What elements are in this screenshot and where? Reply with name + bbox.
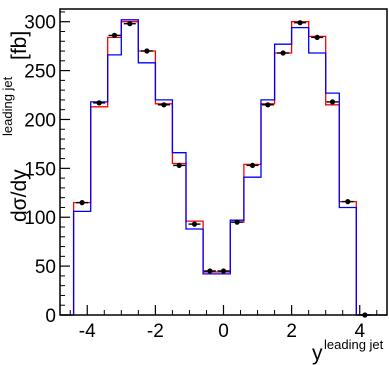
data-point [280, 50, 286, 56]
x-tick-label: 2 [286, 321, 297, 342]
y-tick-label: 100 [24, 208, 56, 229]
data-point [176, 162, 182, 168]
y-tick-label: 150 [24, 159, 56, 180]
axis-ticks [60, 11, 378, 316]
data-point [79, 200, 85, 206]
x-tick-label: -4 [79, 321, 96, 342]
tick-labels: -4 -2 0 2 4 0 50 100 150 200 250 300 [24, 13, 365, 342]
y-tick-label: 200 [24, 110, 56, 131]
data-point [96, 100, 102, 106]
data-point [191, 221, 198, 227]
data-point [297, 20, 303, 26]
y-axis-label-group: dσ/dy leading jet [fb] [0, 31, 31, 222]
data-point [249, 162, 256, 168]
data-point [314, 34, 320, 41]
x-tick-label: 0 [218, 321, 229, 342]
x-axis-label-superscript: leading jet [324, 337, 384, 352]
data-point [161, 102, 167, 108]
data-point [234, 219, 240, 225]
x-tick-label: -2 [147, 321, 164, 342]
y-tick-label: 300 [24, 13, 56, 34]
data-points-layer [76, 20, 371, 318]
data-point [220, 268, 227, 274]
histogram-series-2 [60, 19, 387, 316]
y-axis-label-superscript: leading jet [0, 76, 15, 136]
y-axis-label: dσ/dy [8, 169, 31, 222]
data-point [144, 48, 150, 54]
y-tick-label: 250 [24, 62, 56, 83]
data-point [329, 99, 336, 105]
y-tick-label: 50 [35, 257, 56, 278]
x-axis-label: y [312, 342, 323, 365]
y-tick-label: 0 [45, 306, 56, 327]
data-point [345, 199, 351, 205]
data-point [207, 268, 213, 274]
y-axis-unit: [fb] [8, 31, 31, 60]
data-point [265, 102, 271, 108]
x-tick-label: 4 [354, 321, 365, 342]
data-point [111, 32, 118, 39]
data-point [127, 21, 133, 27]
